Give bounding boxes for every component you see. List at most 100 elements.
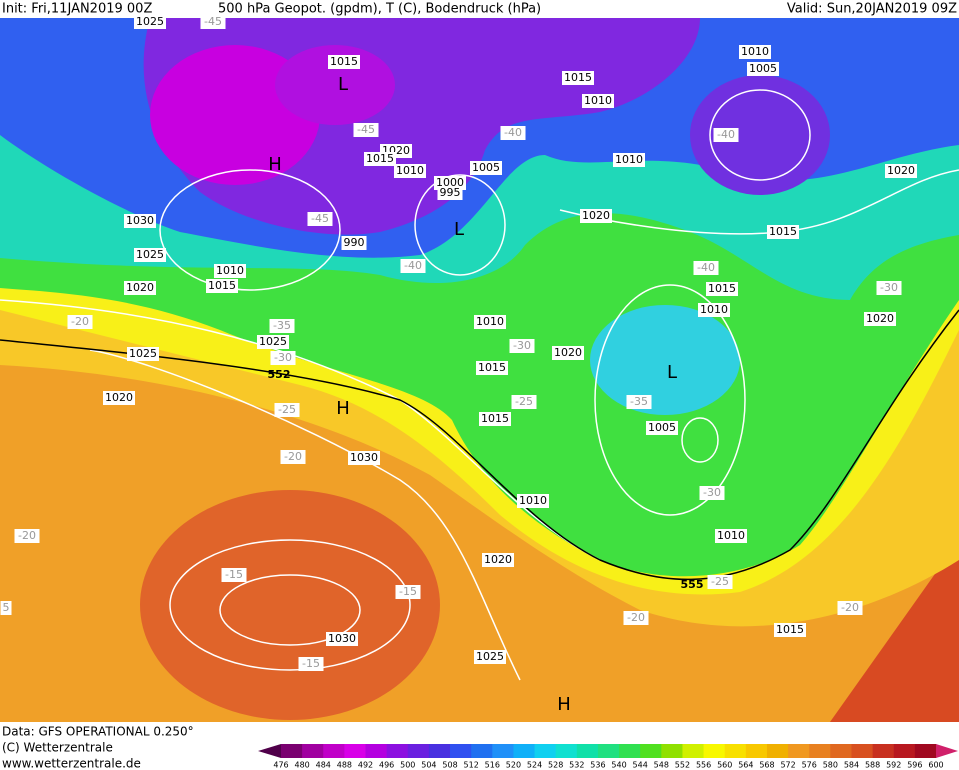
isobar-label: 1025 [129,347,157,360]
temperature-label: -15 [225,568,243,581]
field [140,490,440,720]
field [590,305,740,415]
website: www.wetterzentrale.de [2,757,141,770]
scale-segment [471,744,493,758]
label-box [511,395,537,409]
label-box [707,575,733,589]
label-box [699,486,725,500]
temperature-label: -25 [711,575,729,588]
scale-segment [450,744,472,758]
label-box [698,303,730,317]
scale-segment [302,744,324,758]
scale-segment [745,744,768,758]
geopotential-label: 552 [268,368,291,381]
pressure-center-label: H [336,398,350,419]
scale-label: 572 [780,761,795,770]
scale-segment [428,744,451,758]
pressure-center-label: L [454,219,464,240]
data-source: Data: GFS OPERATIONAL 0.250° [2,725,194,739]
temperature-label: -25 [278,403,296,416]
isobar-label: 990 [344,236,365,249]
isobar-label: 1010 [476,315,504,328]
isobar-label: 1005 [472,161,500,174]
scale-label: 596 [907,761,922,770]
map-title: 500 hPa Geopot. (gpdm), T (C), Bodendruc… [218,2,541,17]
scale-label: 520 [506,761,521,770]
valid-time: Valid: Sun,20JAN2019 09Z [787,2,957,17]
label-box [395,585,421,599]
scale-segment [344,744,367,758]
label-box [0,601,12,615]
label-box [206,279,238,293]
temperature-label: -40 [504,126,522,139]
label-box [500,126,526,140]
label-box [274,403,300,417]
scale-segment [576,744,599,758]
temperature-label: -45 [357,123,375,136]
scale-label: 492 [358,761,373,770]
field [690,75,830,195]
scale-label: 488 [337,761,352,770]
scale-label: 552 [675,761,690,770]
label-box [482,553,514,567]
scale-label: 536 [590,761,605,770]
scale-label: 528 [548,761,563,770]
temperature-label: -45 [311,212,329,225]
temperature-label: -20 [841,601,859,614]
label-box [479,412,511,426]
isobar-label: 1020 [554,346,582,359]
isobar-label: 1010 [584,94,612,107]
scale-label: 548 [654,761,669,770]
scale-segment [682,744,705,758]
scale-label: 496 [379,761,394,770]
pressure-center-label: L [667,362,677,383]
label-box [552,346,584,360]
scale-end [936,744,958,758]
label-box [127,347,159,361]
temperature-label: -20 [71,315,89,328]
label-box [326,632,358,646]
label-box [221,568,247,582]
scale-label: 600 [928,761,943,770]
label-box [885,164,917,178]
isobar-label: 1010 [717,529,745,542]
temperature-label: 5 [3,601,10,614]
label-box [103,391,135,405]
label-box [837,601,863,615]
scale-label: 592 [886,761,901,770]
label-box [476,361,508,375]
isobar-label: 1015 [481,412,509,425]
scale-label: 544 [633,761,648,770]
label-box [257,335,289,349]
temperature-label: -25 [515,395,533,408]
isobar-label: 1020 [887,164,915,177]
label-box [562,71,594,85]
isobar-label: 1020 [105,391,133,404]
label-box [474,650,506,664]
label-box [509,339,535,353]
label-box [394,164,426,178]
copyright: (C) Wetterzentrale [2,741,113,755]
isobar-label: 1020 [866,312,894,325]
temperature-label: -30 [274,351,292,364]
geopotential-552-line [0,309,959,581]
label-box [713,128,739,142]
isobar-label: 995 [440,186,461,199]
label-box [124,281,156,295]
scale-label: 500 [400,761,415,770]
scale-segment [851,744,874,758]
isobar-label: 1010 [396,164,424,177]
temperature-label: -20 [18,529,36,542]
geopotential-label: 555 [681,578,704,591]
label-box [269,319,295,333]
label-box [646,421,678,435]
scale-label: 568 [759,761,774,770]
label-box [364,152,396,166]
pressure-center-label: H [268,154,282,175]
scale-label: 556 [696,761,711,770]
isobar-label: 1030 [350,451,378,464]
temperature-label: -40 [697,261,715,274]
scale-segment [661,744,683,758]
